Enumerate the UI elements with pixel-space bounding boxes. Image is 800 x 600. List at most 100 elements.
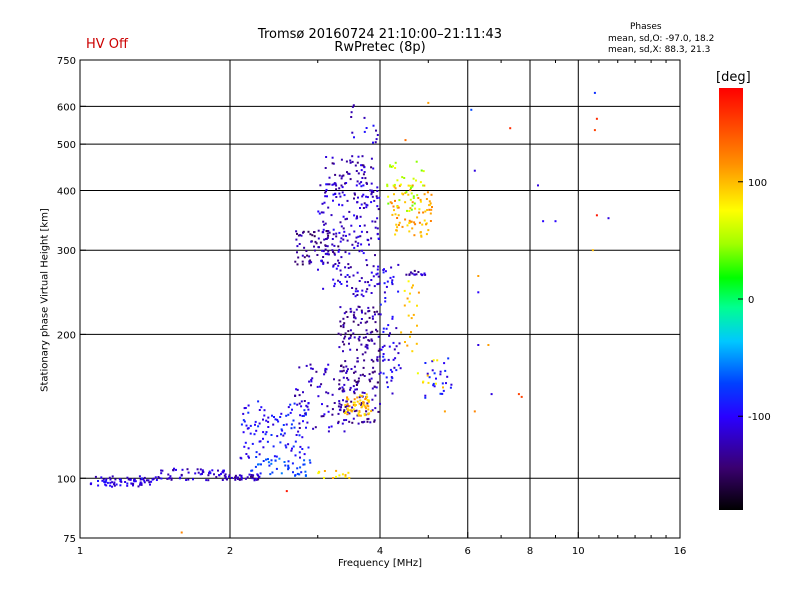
scatter-point bbox=[339, 269, 342, 272]
scatter-point bbox=[418, 211, 421, 214]
scatter-point bbox=[353, 197, 355, 200]
scatter-point bbox=[424, 273, 427, 276]
scatter-point bbox=[356, 201, 359, 204]
scatter-point bbox=[365, 206, 368, 209]
scatter-point bbox=[375, 328, 377, 331]
scatter-point bbox=[360, 277, 363, 280]
scatter-point bbox=[332, 183, 335, 186]
scatter-point bbox=[349, 386, 352, 389]
scatter-point bbox=[394, 233, 397, 236]
scatter-point bbox=[303, 400, 306, 402]
scatter-point bbox=[294, 454, 297, 457]
scatter-point bbox=[258, 453, 261, 456]
scatter-point bbox=[333, 282, 336, 285]
scatter-point bbox=[424, 362, 427, 364]
scatter-point bbox=[349, 310, 352, 313]
scatter-point bbox=[396, 217, 399, 219]
scatter-point bbox=[358, 396, 361, 399]
scatter-point bbox=[407, 184, 410, 187]
scatter-point bbox=[374, 141, 377, 144]
scatter-point bbox=[158, 477, 161, 480]
scatter-point bbox=[313, 245, 315, 248]
scatter-point bbox=[416, 304, 418, 307]
scatter-point bbox=[348, 337, 350, 340]
scatter-point bbox=[138, 475, 141, 478]
scatter-point bbox=[371, 371, 374, 374]
scatter-point bbox=[304, 470, 307, 473]
scatter-point bbox=[412, 177, 415, 180]
scatter-point bbox=[298, 434, 301, 437]
scatter-point bbox=[364, 336, 367, 339]
scatter-point bbox=[368, 339, 371, 342]
scatter-point bbox=[292, 445, 295, 448]
scatter-point bbox=[411, 350, 414, 353]
scatter-point bbox=[267, 426, 270, 428]
scatter-point bbox=[294, 260, 297, 263]
scatter-point bbox=[416, 372, 419, 375]
scatter-point bbox=[343, 430, 346, 433]
scatter-point bbox=[357, 242, 360, 245]
scatter-point bbox=[258, 409, 261, 411]
scatter-point bbox=[371, 317, 374, 320]
scatter-point bbox=[333, 253, 336, 256]
scatter-point bbox=[408, 230, 411, 233]
scatter-point bbox=[335, 184, 338, 187]
scatter-point bbox=[343, 412, 346, 415]
scatter-point bbox=[429, 202, 432, 205]
scatter-point bbox=[307, 230, 310, 233]
scatter-point bbox=[137, 485, 140, 488]
scatter-point bbox=[103, 480, 106, 483]
scatter-point bbox=[132, 484, 134, 487]
scatter-point bbox=[270, 462, 273, 465]
scatter-point bbox=[271, 414, 273, 417]
scatter-point bbox=[317, 229, 320, 232]
x-tick-label: 10 bbox=[572, 546, 585, 557]
scatter-point bbox=[352, 404, 355, 406]
scatter-point bbox=[360, 185, 363, 188]
scatter-point bbox=[358, 335, 361, 338]
scatter-point bbox=[367, 281, 369, 284]
scatter-point bbox=[301, 254, 304, 257]
scatter-point bbox=[234, 476, 236, 479]
scatter-point bbox=[316, 385, 319, 388]
scatter-point bbox=[405, 273, 408, 276]
scatter-point bbox=[244, 441, 247, 444]
scatter-point bbox=[287, 406, 290, 409]
scatter-point bbox=[352, 385, 355, 388]
scatter-point bbox=[343, 383, 346, 386]
scatter-point bbox=[322, 211, 325, 214]
scatter-point bbox=[371, 315, 374, 318]
scatter-point bbox=[285, 446, 288, 449]
scatter-point bbox=[280, 412, 283, 415]
scatter-point bbox=[302, 391, 304, 394]
scatter-point bbox=[355, 381, 358, 384]
scatter-point bbox=[371, 330, 374, 333]
scatter-point bbox=[342, 227, 345, 230]
scatter-point bbox=[124, 481, 127, 483]
scatter-point bbox=[310, 367, 313, 370]
scatter-point bbox=[409, 184, 412, 187]
scatter-point bbox=[411, 272, 414, 275]
scatter-point bbox=[362, 403, 365, 406]
scatter-point bbox=[419, 198, 422, 201]
scatter-point bbox=[332, 193, 335, 196]
scatter-point bbox=[302, 231, 304, 234]
scatter-point bbox=[247, 447, 250, 450]
scatter-point bbox=[142, 478, 145, 481]
scatter-point bbox=[323, 476, 325, 479]
scatter-point bbox=[382, 372, 385, 375]
scatter-point bbox=[366, 196, 369, 199]
scatter-point bbox=[283, 432, 286, 435]
scatter-point bbox=[320, 415, 323, 418]
scatter-point bbox=[374, 254, 376, 257]
scatter-point bbox=[129, 478, 132, 481]
scatter-point bbox=[427, 101, 430, 104]
scatter-point bbox=[240, 423, 243, 426]
scatter-point bbox=[341, 204, 344, 207]
scatter-point bbox=[251, 476, 254, 479]
scatter-point bbox=[245, 424, 248, 427]
scatter-point bbox=[255, 478, 258, 480]
scatter-point bbox=[362, 336, 365, 339]
scatter-point bbox=[384, 270, 387, 273]
scatter-point bbox=[318, 385, 321, 388]
